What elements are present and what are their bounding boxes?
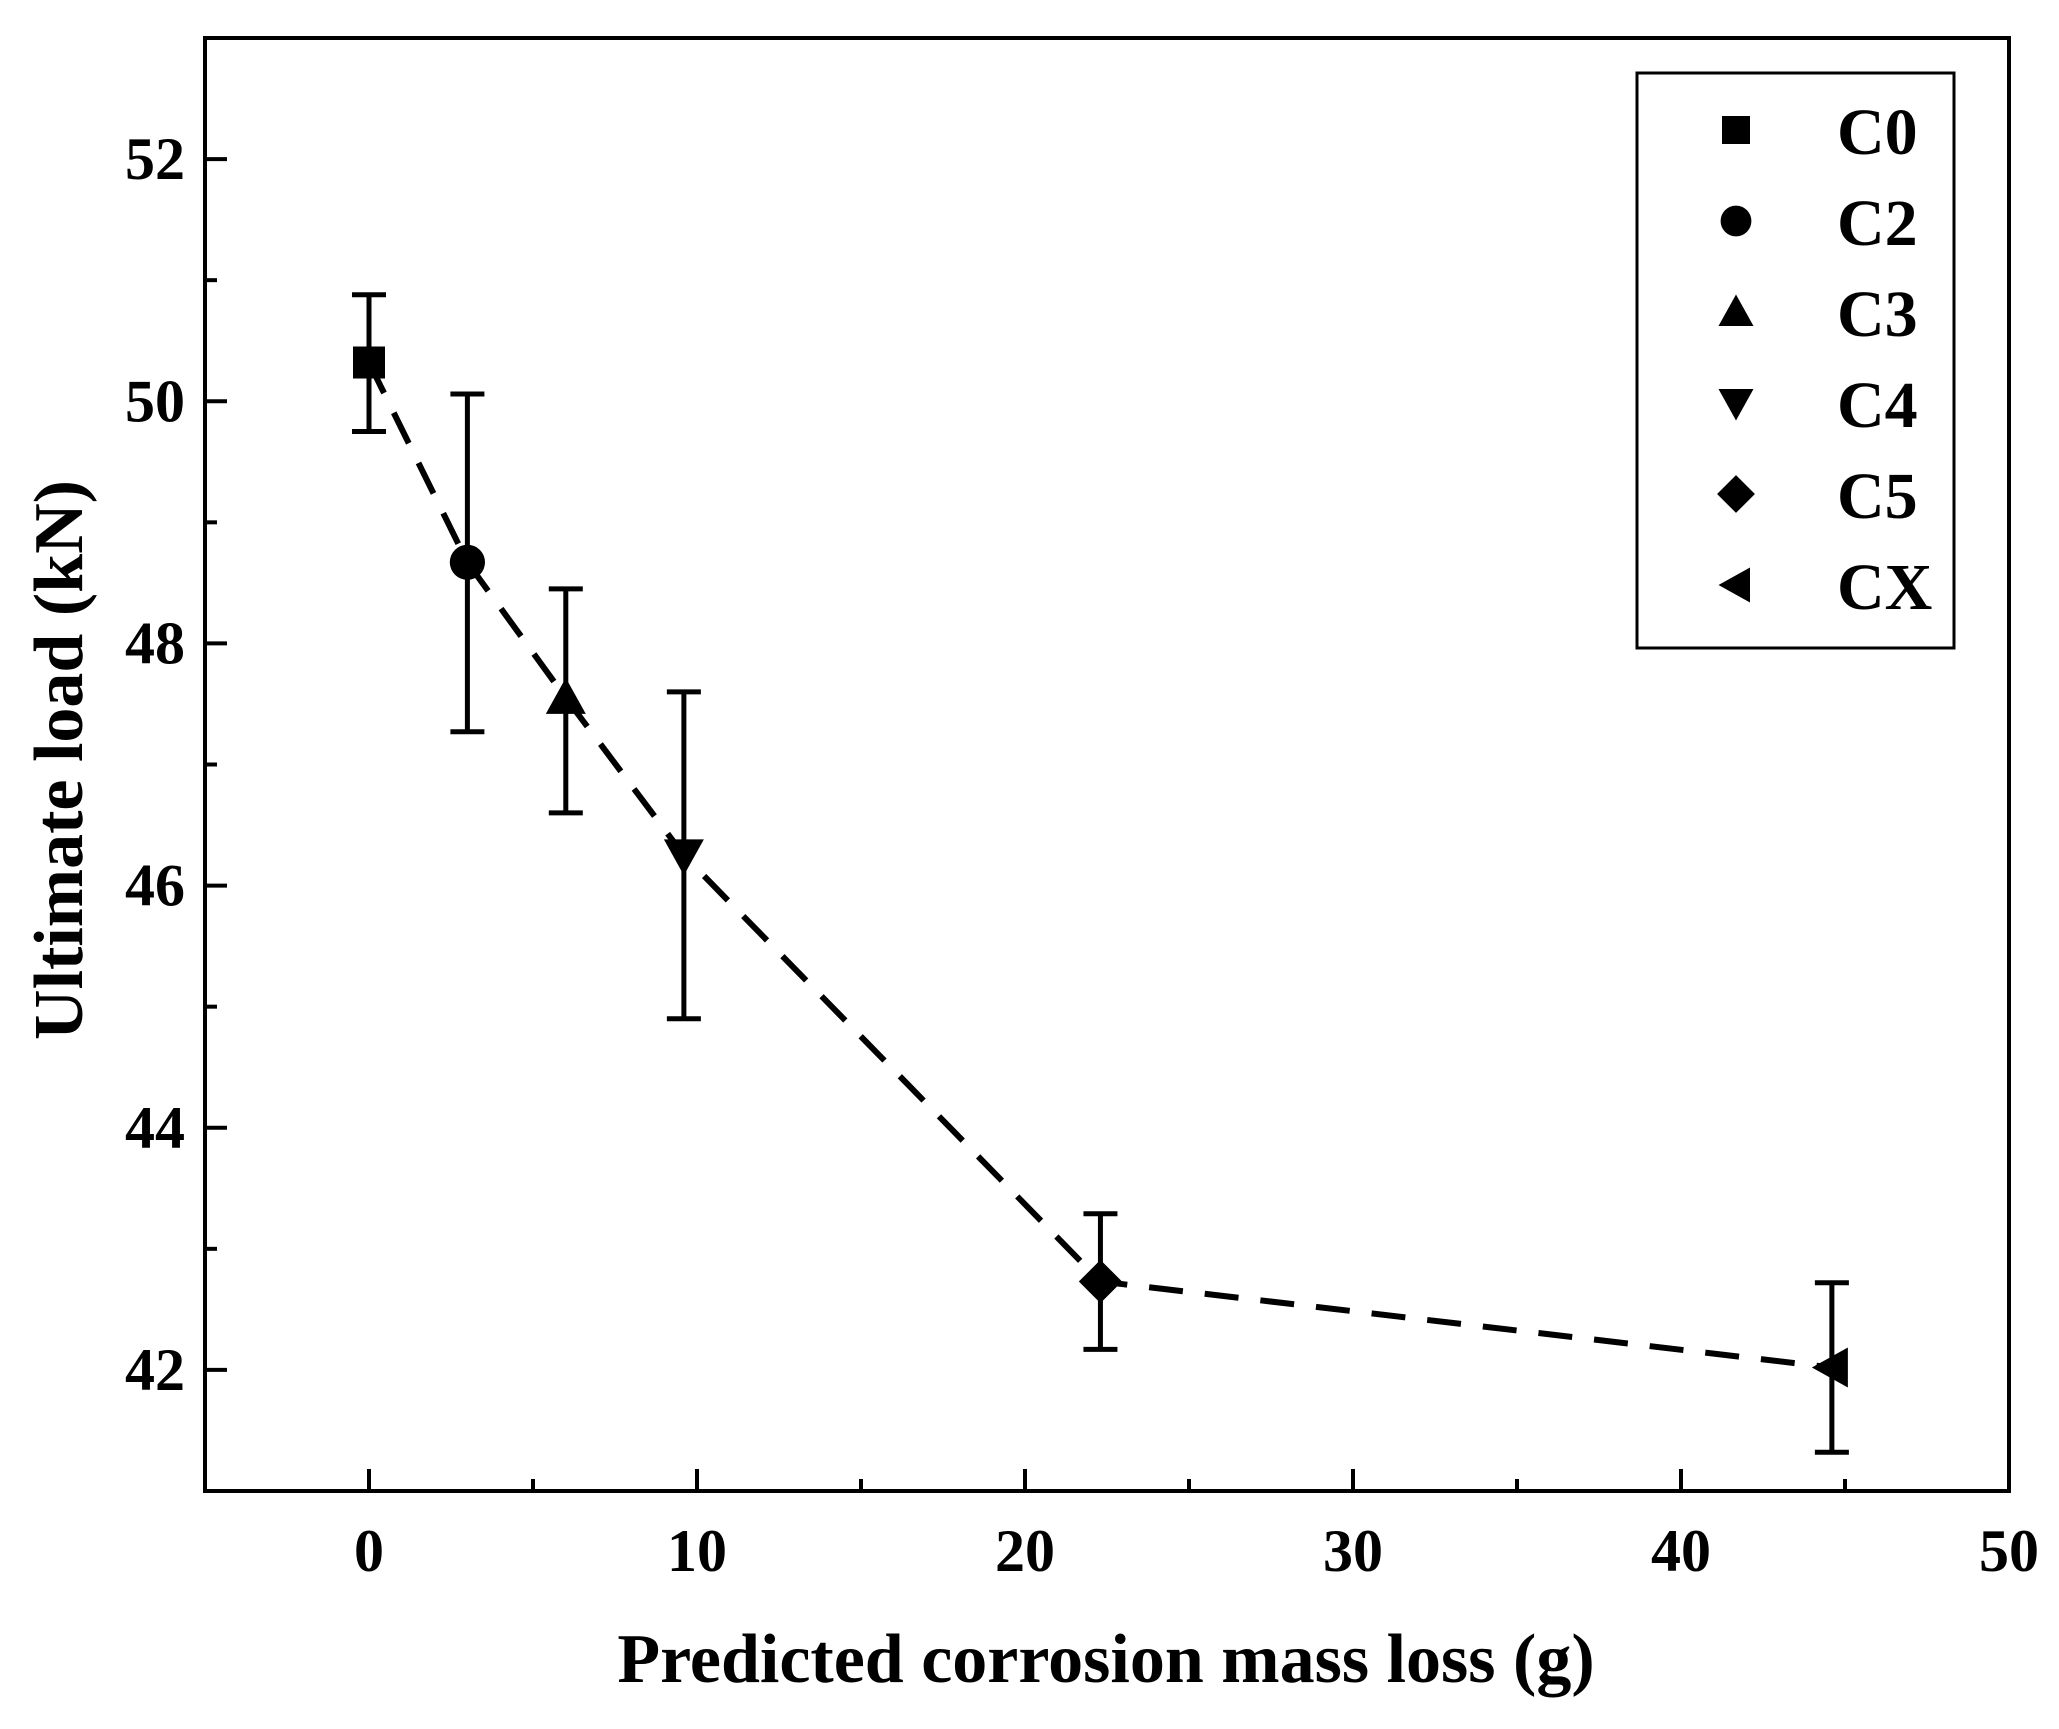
legend-label-c3: C3 [1837,278,1918,351]
legend-marker-c4 [1718,389,1754,421]
data-point-c4 [663,839,704,876]
y-axis-ticks: 42 44 46 48 50 52 [125,126,227,1403]
x-tick-label: 20 [995,1518,1055,1584]
legend-marker-c2 [1720,205,1752,237]
legend-label-c2: C2 [1837,187,1918,260]
trend-line [366,361,1833,1371]
y-tick-label: 52 [125,126,185,192]
y-tick-label: 44 [125,1095,185,1161]
markers-group [353,346,1848,1388]
x-axis-title: Predicted corrosion mass loss (g) [617,1621,1594,1698]
legend-label-c0: C0 [1837,96,1918,169]
x-tick-label: 30 [1323,1518,1383,1584]
legend-label-c5: C5 [1837,460,1918,533]
x-tick-label: 10 [667,1518,727,1584]
x-axis-ticks: 0 10 20 30 40 50 [354,1469,2039,1584]
legend-marker-c0 [1722,116,1750,144]
legend-label-cx: CX [1837,551,1932,624]
x-tick-label: 40 [1651,1518,1711,1584]
y-tick-label: 46 [125,853,185,919]
y-tick-label: 42 [125,1337,185,1403]
x-tick-label: 50 [1979,1518,2039,1584]
legend-marker-c3 [1718,294,1754,326]
legend-marker-c5 [1717,475,1755,513]
x-tick-label: 0 [354,1518,384,1584]
data-point-c5 [1078,1259,1123,1304]
data-point-c0 [353,346,385,379]
y-tick-label: 50 [125,368,185,434]
trend-line-group [366,361,1833,1371]
data-point-cx [1811,1347,1848,1388]
y-tick-label: 48 [125,610,185,676]
legend-marker-cx [1718,567,1750,603]
legend-box [1635,71,1956,650]
data-point-c2 [449,544,485,580]
legend: C0 C2 C3 C4 C5 CX [1635,71,1956,650]
y-axis-title: Ultimate load (kN) [21,480,98,1040]
legend-label-c4: C4 [1837,369,1918,442]
data-point-c3 [545,677,586,714]
